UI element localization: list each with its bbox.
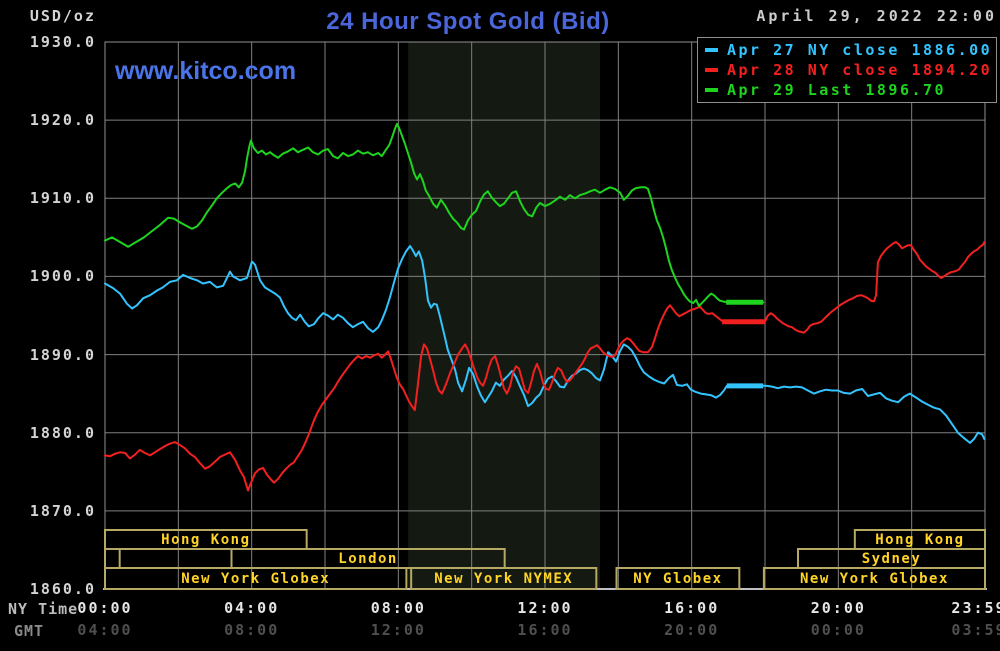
- session-label: Hong Kong: [875, 531, 965, 548]
- kitco-watermark-link[interactable]: www.kitco.com: [115, 57, 297, 85]
- x-tick-ny: 16:00: [664, 599, 720, 617]
- session-box: [410, 567, 598, 590]
- session-box: [104, 548, 121, 569]
- date-stamp: April 29, 2022 22:00: [756, 7, 997, 25]
- legend-item-label: Apr 27 NY close 1886.00: [727, 41, 993, 59]
- ny-time-axis-label: NY Time: [8, 600, 79, 618]
- session-box: [615, 567, 741, 590]
- x-tick-ny: 00:00: [77, 599, 133, 617]
- page-title: 24 Hour Spot Gold (Bid): [326, 8, 610, 35]
- x-tick-gmt: 20:00: [664, 621, 720, 639]
- legend-item-label: Apr 29 Last 1896.70: [727, 81, 947, 99]
- series-apr-28: [104, 241, 986, 492]
- x-tick-ny: 23:59: [951, 599, 1000, 617]
- y-tick-label: 1880.0: [29, 423, 96, 442]
- session-box: [104, 567, 408, 590]
- legend-item-label: Apr 28 NY close 1894.20: [727, 61, 993, 79]
- x-tick-gmt: 04:00: [77, 621, 133, 639]
- y-tick-label: 1890.0: [29, 345, 96, 364]
- legend-item-apr27: Apr 27 NY close 1886.00: [698, 40, 996, 60]
- legend-box: Apr 27 NY close 1886.00 Apr 28 NY close …: [697, 37, 997, 103]
- session-label: London: [338, 550, 398, 567]
- x-tick-gmt: 08:00: [224, 621, 280, 639]
- session-label: New York Globex: [799, 570, 949, 587]
- x-tick-ny: 08:00: [370, 599, 426, 617]
- x-tick-ny: 20:00: [810, 599, 866, 617]
- y-axis-unit-label: USD/oz: [29, 7, 96, 25]
- session-label: Sydney: [861, 550, 922, 567]
- session-label: New York Globex: [181, 570, 331, 587]
- legend-item-apr29: Apr 29 Last 1896.70: [698, 80, 996, 100]
- gmt-axis-label: GMT: [14, 622, 45, 640]
- y-tick-label: 1930.0: [29, 33, 96, 51]
- session-box: [762, 567, 987, 590]
- y-tick-label: 1900.0: [29, 267, 96, 286]
- session-label: NY Globex: [633, 570, 723, 587]
- session-label: New York NYMEX: [434, 570, 574, 587]
- x-tick-gmt: 12:00: [370, 621, 426, 639]
- x-tick-gmt: 03:59: [951, 621, 1000, 639]
- legend-dash-icon: [705, 68, 718, 72]
- y-tick-label: 1910.0: [29, 189, 96, 208]
- session-label: Hong Kong: [161, 531, 251, 548]
- x-tick-ny: 12:00: [517, 599, 573, 617]
- legend-item-apr28: Apr 28 NY close 1894.20: [698, 60, 996, 80]
- legend-dash-icon: [705, 88, 718, 92]
- y-tick-label: 1870.0: [29, 501, 96, 520]
- x-tick-gmt: 00:00: [810, 621, 866, 639]
- x-tick-gmt: 16:00: [517, 621, 573, 639]
- x-tick-ny: 04:00: [224, 599, 280, 617]
- legend-dash-icon: [705, 48, 718, 52]
- y-tick-label: 1920.0: [29, 111, 96, 130]
- series-apr-29: [104, 123, 765, 308]
- session-box: [104, 529, 308, 550]
- nymex-session-band: [408, 42, 600, 589]
- y-tick-label: 1860.0: [29, 580, 96, 598]
- series-apr-27: [104, 245, 986, 444]
